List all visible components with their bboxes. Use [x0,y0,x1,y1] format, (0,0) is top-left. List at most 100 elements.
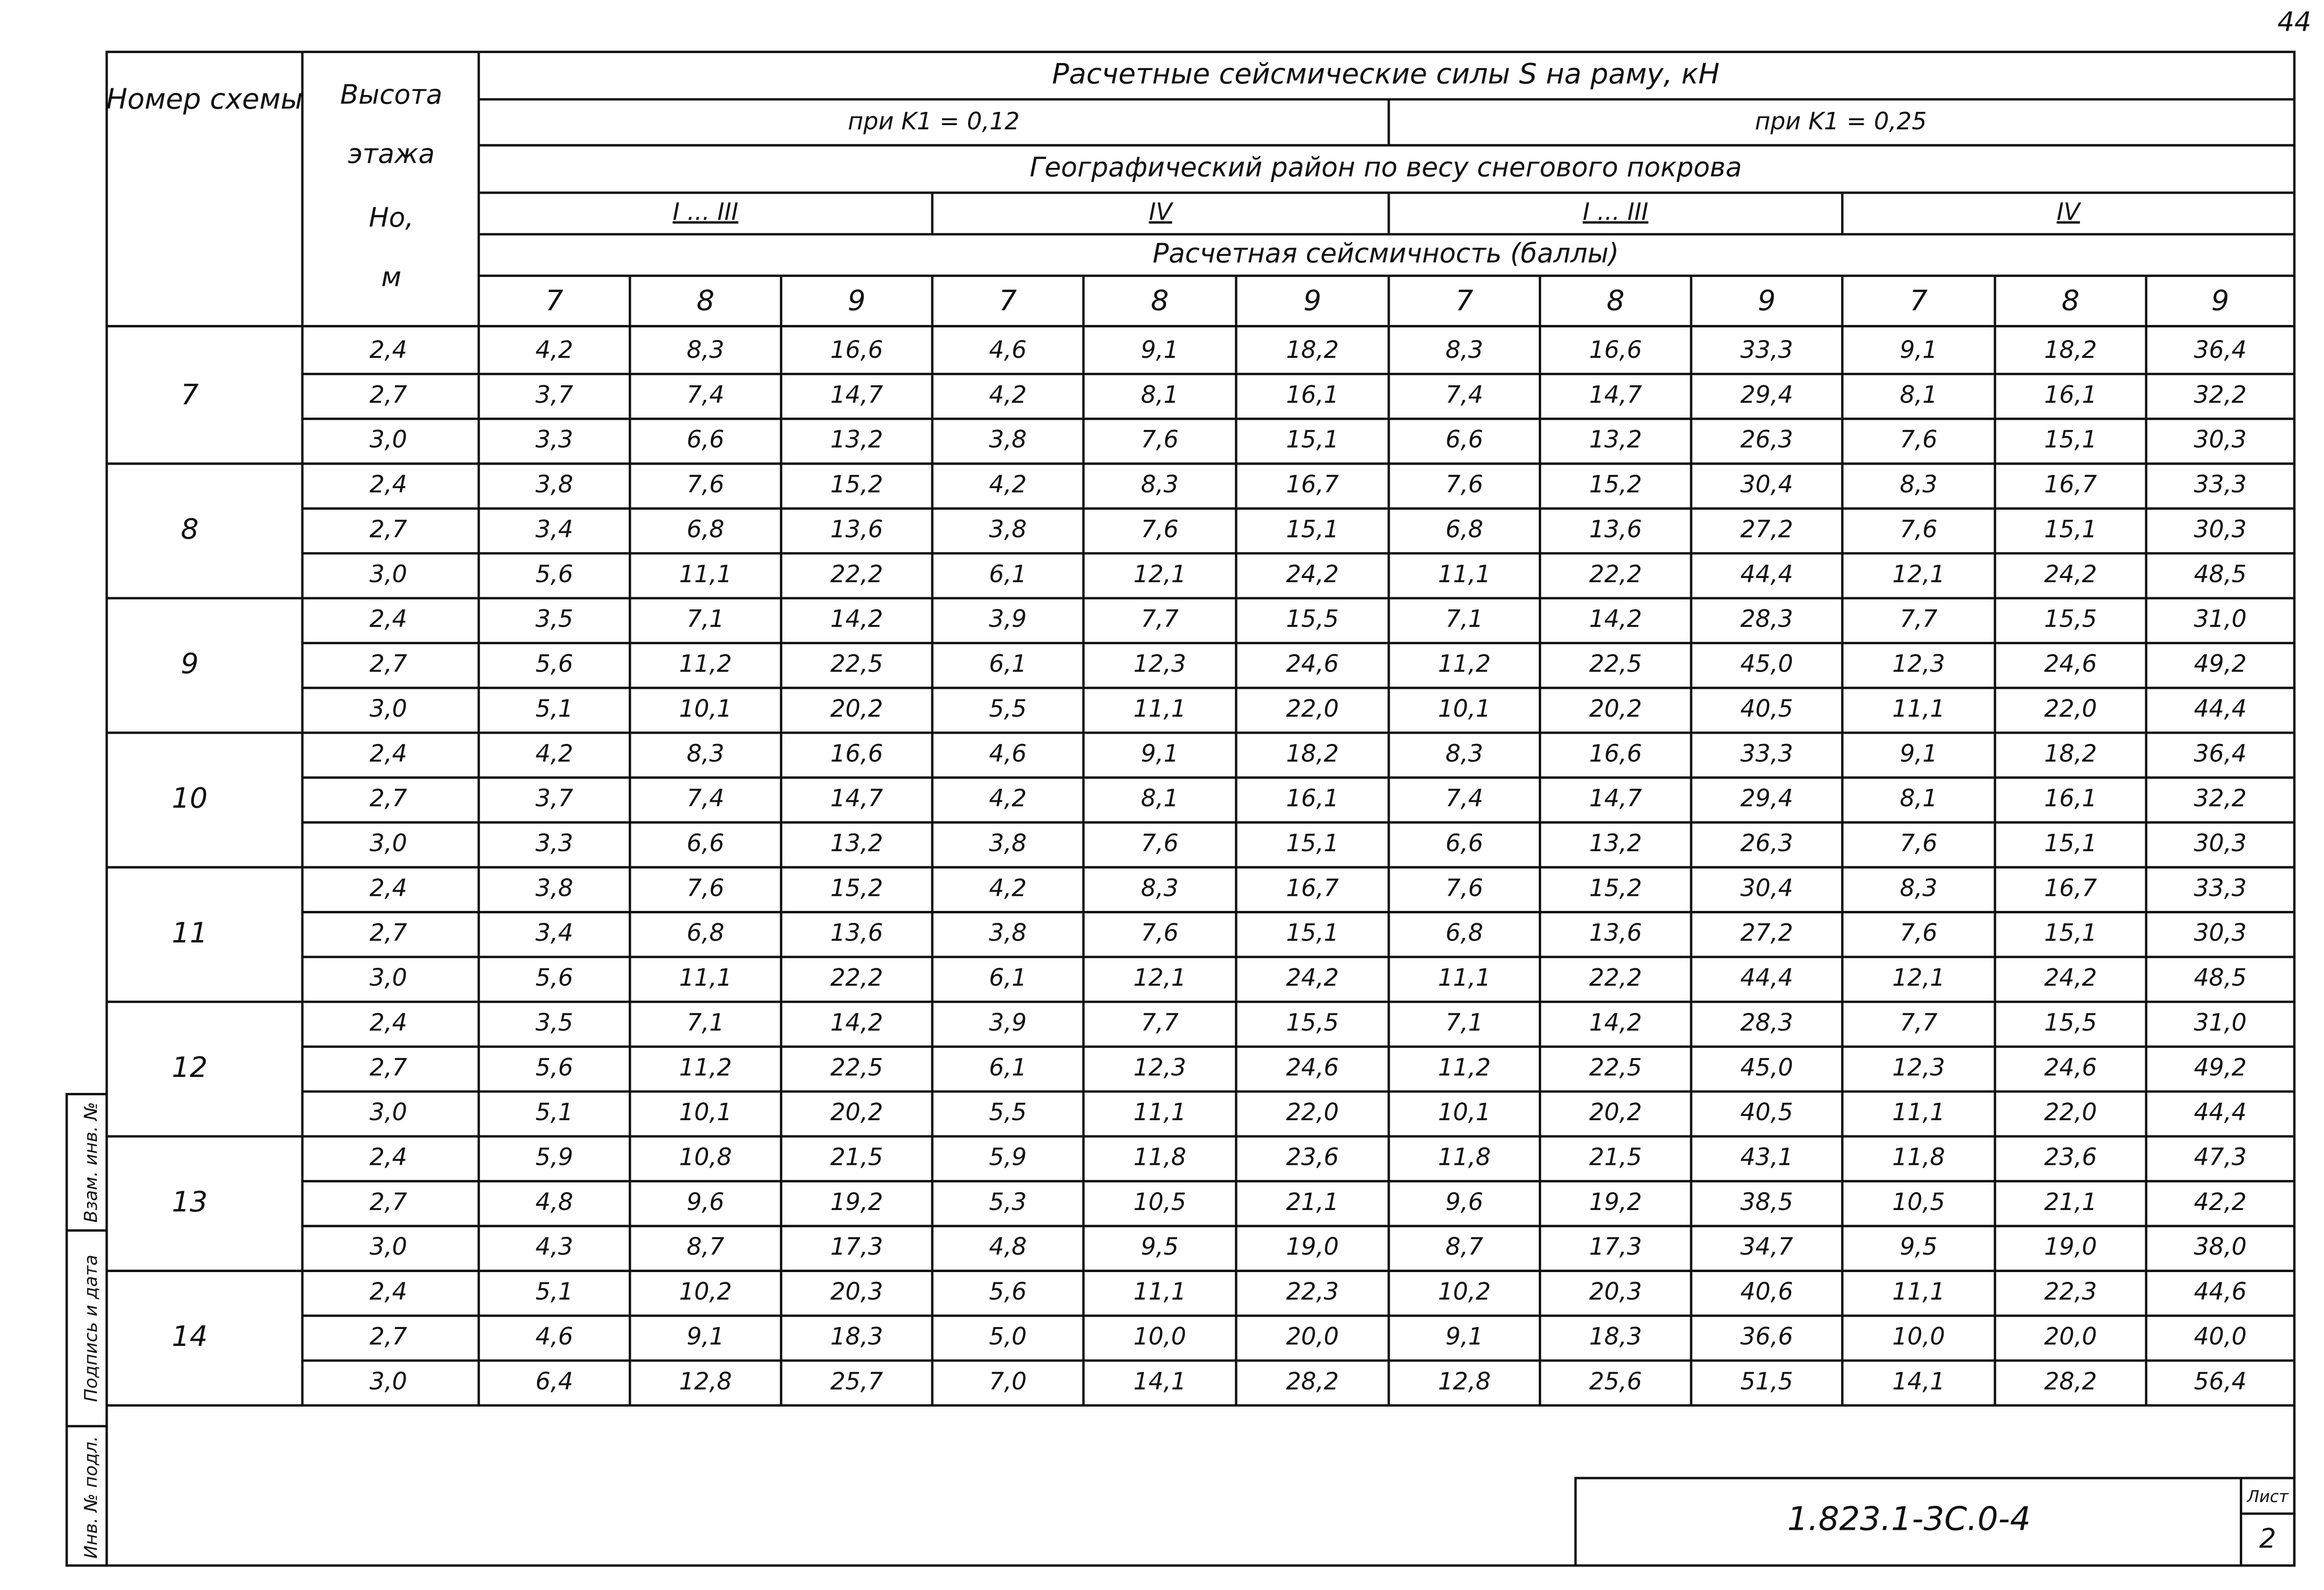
value-cell: 12,3 [1134,650,1186,678]
height-cell: 2,4 [370,336,407,364]
value-cell: 8,3 [1900,470,1938,498]
value-cell: 20,0 [2044,1322,2097,1350]
value-cell: 8,3 [1900,874,1938,902]
value-cell: 28,3 [1741,1008,1793,1036]
value-cell: 4,2 [536,336,573,364]
value-cell: 10,1 [679,695,732,722]
value-cell: 8,3 [1141,470,1179,498]
height-cell: 3,0 [370,426,407,453]
value-cell: 16,7 [2044,874,2097,902]
height-cell: 3,0 [370,964,407,991]
value-cell: 27,2 [1741,515,1793,543]
value-cell: 11,8 [1438,1143,1490,1171]
value-cell: 43,1 [1741,1143,1793,1171]
value-cell: 13,2 [830,426,883,453]
value-cell: 33,3 [2194,874,2246,902]
region-label: IV [2057,198,2082,225]
value-cell: 4,8 [989,1233,1027,1260]
value-cell: 20,3 [830,1278,883,1305]
value-cell: 21,1 [1286,1188,1339,1216]
scheme-number: 10 [172,782,207,815]
value-cell: 3,4 [536,919,573,947]
value-cell: 11,1 [1134,1278,1186,1305]
value-cell: 11,8 [1134,1143,1186,1171]
value-cell: 30,4 [1741,874,1793,902]
value-cell: 42,2 [2194,1188,2246,1216]
value-cell: 34,7 [1741,1233,1793,1260]
height-header: Высота [340,79,442,111]
value-cell: 18,2 [2044,336,2097,364]
value-cell: 16,1 [1286,380,1339,408]
height-cell: 2,4 [370,470,407,498]
value-cell: 4,6 [536,1322,573,1350]
value-cell: 26,3 [1741,426,1793,453]
value-cell: 10,2 [1438,1278,1490,1305]
value-cell: 24,6 [2044,1053,2097,1081]
value-cell: 15,1 [1286,919,1339,947]
value-cell: 22,5 [1589,650,1642,678]
value-cell: 7,4 [1445,380,1483,408]
value-cell: 16,6 [1589,739,1642,767]
value-cell: 21,5 [830,1143,883,1171]
value-cell: 12,3 [1892,1053,1945,1081]
value-cell: 44,4 [2194,695,2246,722]
height-cell: 2,7 [370,515,407,543]
value-cell: 10,0 [1892,1322,1945,1350]
value-cell: 21,1 [2044,1188,2097,1216]
value-cell: 8,1 [1900,784,1938,812]
value-cell: 5,9 [989,1143,1027,1171]
sheet-label: Лист [2246,1487,2289,1506]
value-cell: 7,6 [1900,426,1938,453]
value-cell: 11,1 [1134,695,1186,722]
value-cell: 32,2 [2194,380,2246,408]
value-cell: 9,1 [1141,739,1179,767]
value-cell: 14,1 [1134,1367,1186,1395]
value-cell: 3,8 [989,426,1027,453]
grade-label: 9 [1758,285,1776,317]
height-cell: 2,7 [370,919,407,947]
value-cell: 20,3 [1589,1278,1642,1305]
value-cell: 16,7 [2044,470,2097,498]
value-cell: 16,7 [1286,874,1339,902]
value-cell: 3,8 [536,470,573,498]
value-cell: 3,3 [536,426,573,453]
value-cell: 14,7 [1589,784,1642,812]
scheme-number: 7 [181,378,198,411]
grade-label: 7 [999,285,1017,317]
value-cell: 3,4 [536,515,573,543]
value-cell: 18,2 [1286,336,1339,364]
value-cell: 11,1 [1892,1098,1945,1126]
sheet-number: 2 [2259,1523,2276,1554]
value-cell: 24,6 [1286,650,1339,678]
value-cell: 9,5 [1141,1233,1179,1260]
value-cell: 7,1 [686,605,724,633]
value-cell: 7,0 [989,1367,1027,1395]
value-cell: 18,2 [1286,739,1339,767]
height-cell: 2,4 [370,874,407,902]
value-cell: 7,4 [1445,784,1483,812]
k-header: при K1 = 0,25 [1755,107,1927,135]
value-cell: 20,2 [830,695,883,722]
value-cell: 22,5 [1589,1053,1642,1081]
value-cell: 30,3 [2194,829,2246,857]
value-cell: 7,6 [1445,470,1483,498]
value-cell: 5,6 [536,964,573,991]
value-cell: 19,0 [1286,1233,1339,1260]
value-cell: 8,3 [1445,336,1483,364]
value-cell: 18,3 [830,1322,883,1350]
value-cell: 18,3 [1589,1322,1642,1350]
value-cell: 11,1 [679,964,732,991]
value-cell: 5,6 [536,1053,573,1081]
value-cell: 9,1 [1900,739,1938,767]
value-cell: 8,3 [1141,874,1179,902]
value-cell: 28,3 [1741,605,1793,633]
frame [65,50,2296,1567]
value-cell: 22,2 [830,560,883,588]
region-header: Географический район по весу снегового п… [1030,152,1742,183]
value-cell: 14,2 [830,605,883,633]
value-cell: 4,8 [536,1188,573,1216]
value-cell: 23,6 [1286,1143,1339,1171]
value-cell: 20,2 [1589,1098,1642,1126]
value-cell: 7,6 [1141,515,1179,543]
value-cell: 24,6 [1286,1053,1339,1081]
